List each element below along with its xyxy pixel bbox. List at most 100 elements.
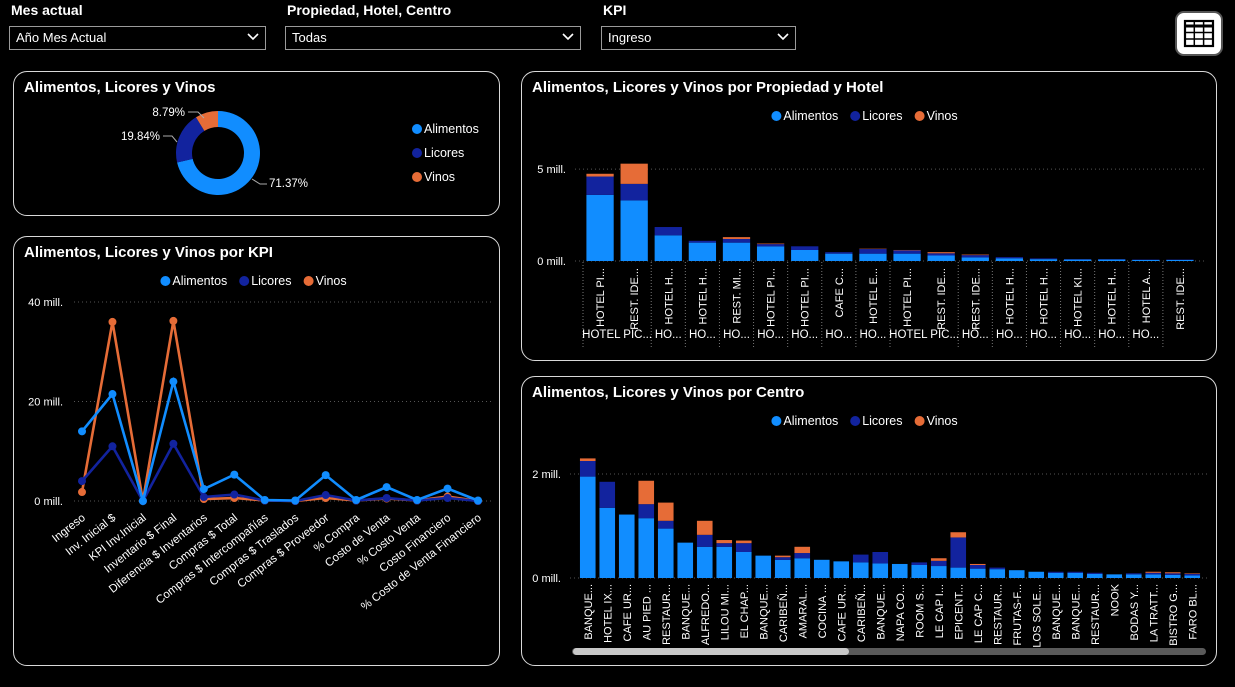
x-tick-label: FRUTAS-F... [1012,584,1024,646]
group-label: HO... [723,329,750,341]
legend-marker [914,416,925,426]
series-point [413,496,422,505]
centro-card: Alimentos, Licores y Vinos por Centro Al… [521,376,1217,666]
bar-segment-vinos [722,237,751,239]
x-tick-label: HOTEL IX... [602,584,614,643]
x-tick-label: HOTEL PI... [595,268,607,327]
bar-segment-alimentos [1106,574,1123,578]
bar-segment-alimentos [586,194,614,261]
donut-slice-licores [176,117,205,163]
x-tick-label: NOOK [1109,583,1121,616]
propiedad-dropdown[interactable]: Todas [285,26,581,50]
bar-segment-licores [722,238,751,243]
x-tick-label: REST. IDE... [936,268,948,330]
bar-segment-alimentos [989,569,1006,578]
x-tick-label: BANQUE... [680,584,692,640]
bar-segment-alimentos [688,242,717,261]
x-tick-label: EL CHAP... [739,584,751,638]
bar-segment-licores [1164,573,1181,575]
bar-segment-alimentos [1145,574,1162,578]
bar-segment-alimentos [893,253,921,261]
y-tick-label: 20 mill. [28,397,63,409]
series-point [78,488,86,497]
series-point [199,493,208,502]
series-point [78,427,86,436]
bar-segment-licores [1086,572,1103,574]
series-point [138,497,147,505]
bar-segment-alimentos [950,567,967,578]
bar-segment-alimentos [1008,570,1025,578]
x-tick-label: BANQUE... [875,584,887,640]
bar-segment-vinos [969,563,986,565]
bar-segment-alimentos [1125,574,1142,578]
chevron-down-icon [777,33,789,41]
centro-chart-title: Alimentos, Licores y Vinos por Centro [532,384,805,401]
bar-segment-vinos [696,520,713,535]
bar-segment-alimentos [620,200,648,261]
bar-segment-alimentos [657,528,674,578]
series-point [321,471,330,480]
x-tick-label: LE CAP C... [973,584,985,643]
bar-segment-alimentos [891,563,908,578]
bar-segment-licores [1184,573,1201,576]
mes-dropdown-value: Año Mes Actual [16,30,107,45]
propiedad-bar-chart: Alimentos Licores Vinos 5 mill. 0 mill. HOTEL… [537,109,1205,347]
legend-marker [412,124,422,134]
donut-slice-alimentos [177,111,260,195]
group-label: HOTEL PIC... [582,329,652,341]
legend-label: Alimentos [172,274,227,288]
group-label: HO... [996,329,1023,341]
bar-segment-licores [654,227,682,236]
x-tick-label: REST. MI... [732,268,744,324]
legend-marker [160,276,171,286]
x-tick-label: HOTEL H... [663,268,675,324]
bar-segment-alimentos [1086,573,1103,578]
bar-segment-licores [638,504,655,519]
bar-segment-alimentos [852,562,869,578]
x-tick-label: NAPA CO... [895,584,907,641]
bar-segment-alimentos [1063,259,1092,261]
kpi-dropdown-value: Ingreso [608,30,652,45]
x-tick-label: REST. IDE... [970,268,982,330]
series-point [169,316,178,325]
legend-label: Vinos [316,274,347,288]
bar-segment-alimentos [722,242,751,261]
prop-chart-title: Alimentos, Licores y Vinos por Propiedad… [532,79,884,96]
group-label: HO... [860,329,887,341]
bar-segment-alimentos [1028,571,1045,578]
series-point [443,494,452,503]
group-label: HO... [1132,329,1159,341]
bar-segment-alimentos [1166,259,1194,261]
propiedad-card: Alimentos, Licores y Vinos por Propiedad… [521,71,1217,361]
x-tick-label: HOTEL E... [868,268,880,324]
bar-segment-licores [791,246,819,250]
bar-segment-licores [1029,258,1058,260]
x-tick-label: BANQUE... [1051,584,1063,640]
bar-segment-vinos [620,163,648,184]
centro-bar-chart: Alimentos Licores Vinos 2 mill. 0 mill. BANQU… [532,414,1210,655]
filter-label-mes: Mes actual [11,2,83,18]
x-tick-label: CARIBEÑ... [777,584,790,642]
series-point [108,442,117,451]
bar-segment-licores [872,552,889,564]
group-label: HO... [655,329,682,341]
bar-segment-alimentos [995,258,1024,261]
bar-segment-licores [1145,572,1162,575]
group-label: HO... [791,329,818,341]
series-point [382,483,391,492]
bar-segment-licores [859,249,887,254]
bar-segment-vinos [794,546,811,554]
legend-marker [239,276,250,286]
bar-segment-alimentos [813,559,830,578]
legend-marker [771,416,782,426]
series-point [291,496,300,505]
bar-segment-alimentos [872,563,889,578]
bar-segment-licores [927,253,955,256]
mes-dropdown[interactable]: Año Mes Actual [9,26,266,50]
x-tick-label: BANQUE... [583,584,595,640]
table-view-button[interactable] [1175,11,1223,56]
bar-segment-alimentos [961,257,989,261]
kpi-dropdown[interactable]: Ingreso [601,26,796,50]
legend-label: Licores [862,109,902,123]
bar-segment-licores [911,562,928,565]
